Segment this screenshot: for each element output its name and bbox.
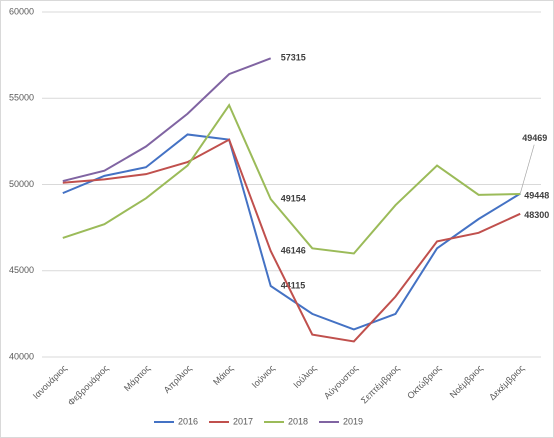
y-tick-label: 50000 — [9, 179, 34, 189]
data-label: 46146 — [281, 245, 306, 255]
legend-label: 2016 — [178, 416, 198, 426]
y-tick-label: 55000 — [9, 93, 34, 103]
y-tick-label: 40000 — [9, 351, 34, 361]
data-label: 57315 — [281, 53, 306, 63]
data-label: 49469 — [522, 133, 547, 143]
series-line — [62, 138, 521, 343]
data-label: 48300 — [524, 210, 549, 220]
legend-label: 2019 — [343, 416, 363, 426]
legend-label: 2017 — [233, 416, 253, 426]
data-label: 49448 — [524, 190, 549, 200]
y-tick-label: 60000 — [9, 6, 34, 16]
legend-label: 2018 — [288, 416, 308, 426]
data-label: 49154 — [281, 193, 306, 203]
series-line — [62, 133, 521, 331]
leader-line — [519, 144, 535, 194]
data-label: 44115 — [281, 280, 306, 290]
y-tick-label: 45000 — [9, 265, 34, 275]
series-line — [62, 57, 272, 183]
series-line — [62, 103, 521, 255]
